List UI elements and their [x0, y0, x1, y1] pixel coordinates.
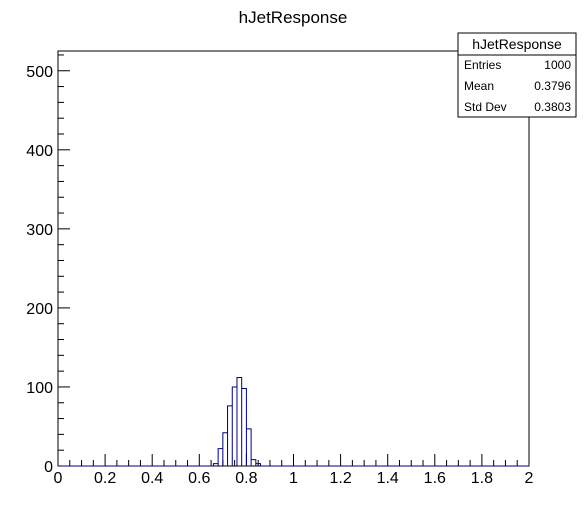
x-tick-label-6: 1.2 — [329, 470, 351, 487]
stats-stddev-label: Std Dev — [464, 100, 507, 114]
y-tick-label-5: 500 — [26, 64, 53, 81]
x-tick-label-10: 2 — [525, 470, 534, 487]
histogram-bin-7 — [246, 429, 251, 466]
stats-entries-value: 1000 — [544, 58, 571, 72]
stats-box: hJetResponse Entries 1000 Mean 0.3796 St… — [457, 32, 577, 118]
histogram-bin-6 — [242, 389, 247, 466]
y-tick-label-3: 300 — [26, 222, 53, 239]
y-tick-label-4: 400 — [26, 143, 53, 160]
x-tick-label-4: 0.8 — [235, 470, 257, 487]
y-tick-label-1: 100 — [26, 380, 53, 397]
stats-box-name: hJetResponse — [472, 36, 562, 52]
x-tick-label-5: 1 — [289, 470, 298, 487]
x-tick-label-7: 1.4 — [377, 470, 399, 487]
x-tick-label-9: 1.8 — [471, 470, 493, 487]
y-tick-label-2: 200 — [26, 301, 53, 318]
histogram-bin-2 — [223, 433, 228, 466]
stats-mean-label: Mean — [464, 79, 494, 93]
histogram-bin-5 — [237, 377, 242, 466]
histogram-bin-4 — [232, 387, 237, 466]
x-tick-label-8: 1.6 — [424, 470, 446, 487]
x-tick-label-1: 0.2 — [94, 470, 116, 487]
histogram-bin-3 — [228, 406, 233, 466]
stats-entries-label: Entries — [464, 58, 501, 72]
histogram-outline — [58, 376, 529, 467]
y-axis: 0 100 200 300 400 500 — [26, 51, 70, 476]
stats-mean-value: 0.3796 — [534, 79, 571, 93]
stats-stddev-value: 0.3803 — [534, 100, 571, 114]
stats-box-frame — [457, 32, 577, 118]
x-tick-label-2: 0.4 — [141, 470, 163, 487]
y-tick-label-0: 0 — [44, 459, 53, 476]
x-tick-label-3: 0.6 — [188, 470, 210, 487]
histogram-bin-8 — [251, 460, 256, 466]
histogram-bin-1 — [218, 449, 223, 466]
chart-title: hJetResponse — [239, 8, 348, 27]
x-axis: 0 0.2 0.4 0.6 0.8 1 1.2 1.4 1.6 1.8 2 — [54, 454, 534, 487]
x-tick-label-0: 0 — [54, 470, 63, 487]
